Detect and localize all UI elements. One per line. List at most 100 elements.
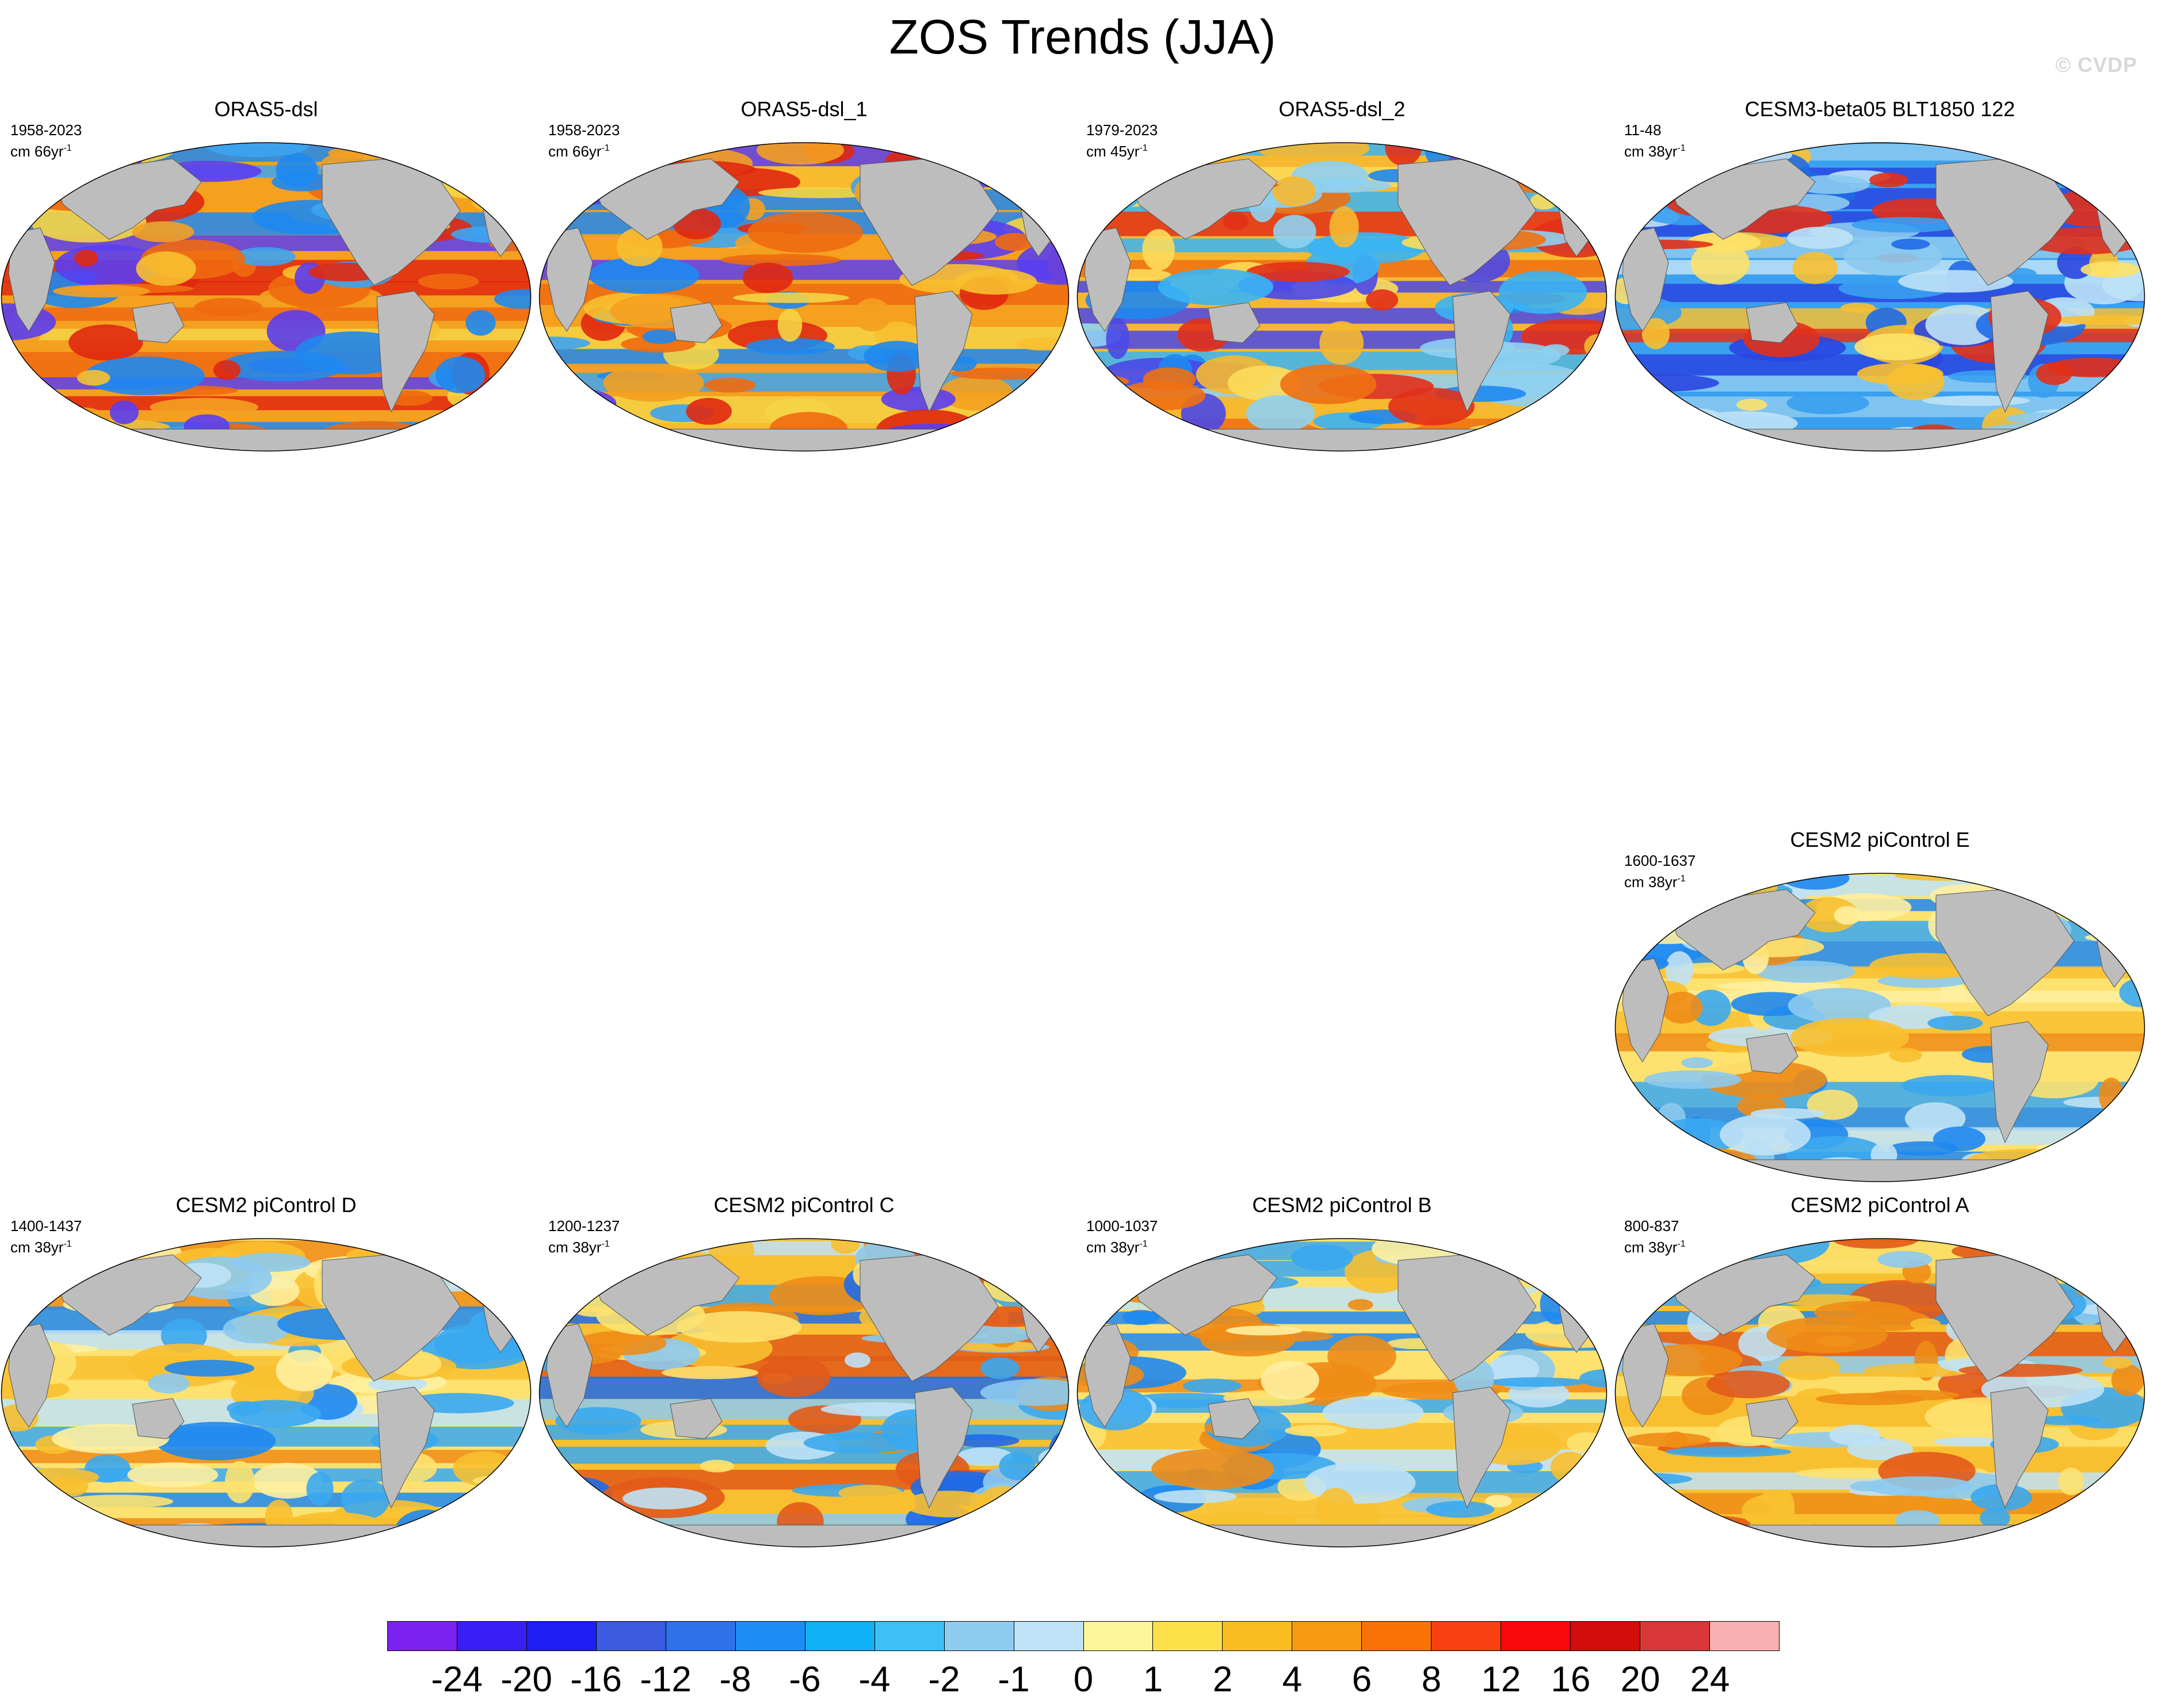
- land-south-america: [914, 291, 973, 413]
- colorbar-tick-label: -8: [719, 1660, 751, 1699]
- panel-units: cm 38yr-1: [1086, 1235, 1158, 1256]
- land-australia: [1746, 1033, 1799, 1074]
- colorbar-tick-label: 2: [1212, 1660, 1233, 1699]
- colorbar-tick-label: 6: [1351, 1660, 1372, 1699]
- colorbar-tick-label: -16: [570, 1660, 622, 1699]
- land-australia: [132, 302, 185, 343]
- panel-title: ORAS5-dsl: [214, 97, 318, 121]
- panel-units: cm 38yr-1: [1624, 1235, 1686, 1256]
- colorbar-swatch: [1500, 1622, 1571, 1650]
- panel-units-exponent: -1: [63, 143, 72, 153]
- panel-title: CESM2 piControl B: [1252, 1193, 1432, 1217]
- colorbar-swatch: [526, 1622, 596, 1650]
- land-australia: [1208, 302, 1261, 343]
- land-greenland: [2042, 150, 2080, 177]
- colorbar-swatch: [735, 1622, 805, 1650]
- colorbar-tick-label: 16: [1551, 1660, 1591, 1699]
- land-greenland: [1504, 150, 1542, 177]
- land-africa: [546, 1323, 593, 1428]
- land-australia: [132, 1398, 185, 1439]
- panel-units: cm 45yr-1: [1086, 139, 1158, 161]
- land-africa: [8, 1323, 55, 1428]
- land-africa: [1622, 1323, 1669, 1428]
- land-australia: [1746, 302, 1799, 343]
- robinson-map: [1076, 1238, 1607, 1547]
- colorbar-swatch: [1152, 1622, 1223, 1650]
- colorbar-swatch: [1222, 1622, 1292, 1650]
- panel-title: CESM2 piControl D: [175, 1193, 357, 1217]
- panel-units-exponent: -1: [1677, 1239, 1686, 1249]
- map-panel-orasdsl2: ORAS5-dsl_2 1979-2023 cm 45yr-1: [1076, 97, 1608, 453]
- panel-units-exponent: -1: [1677, 874, 1686, 884]
- map-outline: [1614, 1238, 2145, 1547]
- panel-years: 1979-2023: [1086, 121, 1158, 139]
- panel-units: cm 38yr-1: [1624, 139, 1686, 161]
- ocean-field: [1615, 1239, 2145, 1547]
- panel-title: CESM2 piControl A: [1790, 1193, 1969, 1217]
- colorbar-tick-label: 4: [1282, 1660, 1303, 1699]
- colorbar-tick-label: -1: [998, 1660, 1030, 1699]
- land-antarctica: [68, 429, 461, 451]
- robinson-map: [1614, 142, 2145, 452]
- panel-units-text: cm 38yr: [1624, 1239, 1678, 1256]
- colorbar-tick-label: 0: [1073, 1660, 1094, 1699]
- colorbar-swatch: [1013, 1622, 1083, 1650]
- panel-units-text: cm 45yr: [1086, 143, 1140, 160]
- colorbar-swatch: [1431, 1622, 1501, 1650]
- colorbar-tick-label: 8: [1421, 1660, 1442, 1699]
- colorbar-tick-label: -6: [789, 1660, 821, 1699]
- panel-units-text: cm 38yr: [1624, 873, 1678, 891]
- colorbar-swatch: [456, 1622, 526, 1650]
- land-antarctica: [68, 1524, 461, 1547]
- panel-years: 1400-1437: [10, 1217, 82, 1235]
- map-outline: [1076, 142, 1607, 452]
- panel-title: CESM3-beta05 BLT1850 122: [1744, 97, 2015, 121]
- colorbar-tick-label: -24: [431, 1660, 483, 1699]
- panel-title: CESM2 piControl C: [713, 1193, 895, 1217]
- land-south-america: [376, 1386, 435, 1509]
- colorbar-swatch: [595, 1622, 666, 1650]
- panel-title: ORAS5-dsl_2: [1278, 97, 1406, 121]
- ocean-field: [539, 1239, 1069, 1547]
- land-antarctica: [1144, 1524, 1537, 1547]
- colorbar-tick-label: 1: [1143, 1660, 1163, 1699]
- land-greenland: [2042, 880, 2080, 907]
- panel-years: 1000-1037: [1086, 1217, 1158, 1235]
- panel-units-text: cm 38yr: [1086, 1239, 1140, 1256]
- panel-units: cm 38yr-1: [10, 1235, 82, 1256]
- colorbar-swatch: [1361, 1622, 1431, 1650]
- land-antarctica: [1682, 429, 2075, 451]
- land-south-america: [1452, 291, 1511, 413]
- robinson-map: [1, 1238, 532, 1547]
- panel-period-info: 1958-2023 cm 66yr-1: [548, 121, 620, 161]
- land-antarctica: [606, 429, 999, 451]
- map-panel-orasdsl: ORAS5-dsl 1958-2023 cm 66yr-1: [0, 97, 532, 453]
- colorbar-tick-label: 24: [1690, 1660, 1730, 1699]
- ocean-field: [1615, 873, 2145, 1182]
- map-outline: [1, 1238, 532, 1547]
- panel-period-info: 1958-2023 cm 66yr-1: [10, 121, 82, 161]
- figure-title: ZOS Trends (JJA): [889, 10, 1276, 64]
- colorbar-tick-label: -12: [640, 1660, 692, 1699]
- map-outline: [1, 142, 532, 452]
- map-outline: [1614, 142, 2145, 452]
- robinson-map: [539, 142, 1070, 452]
- colorbar-swatch: [804, 1622, 875, 1650]
- panel-period-info: 1979-2023 cm 45yr-1: [1086, 121, 1158, 161]
- panel-units: cm 66yr-1: [548, 139, 620, 161]
- map-panel-picontrolE: CESM2 piControl E 1600-1637 cm 38yr-1: [1614, 827, 2146, 1184]
- land-south-america: [1452, 1386, 1511, 1509]
- panel-period-info: 1000-1037 cm 38yr-1: [1086, 1217, 1158, 1256]
- land-australia: [1208, 1398, 1261, 1439]
- map-outline: [1614, 873, 2145, 1182]
- colorbar-swatch: [944, 1622, 1014, 1650]
- land-africa: [1084, 1323, 1131, 1428]
- colorbar-swatch: [1709, 1622, 1780, 1650]
- panel-units-text: cm 38yr: [1624, 143, 1678, 160]
- land-africa: [1622, 958, 1669, 1063]
- land-greenland: [1504, 1245, 1542, 1273]
- map-panel-cesm3: CESM3-beta05 BLT1850 122 11-48 cm 38yr-1: [1614, 97, 2146, 453]
- panel-units-exponent: -1: [601, 143, 610, 153]
- ocean-field: [1, 143, 531, 451]
- land-south-america: [914, 1386, 973, 1509]
